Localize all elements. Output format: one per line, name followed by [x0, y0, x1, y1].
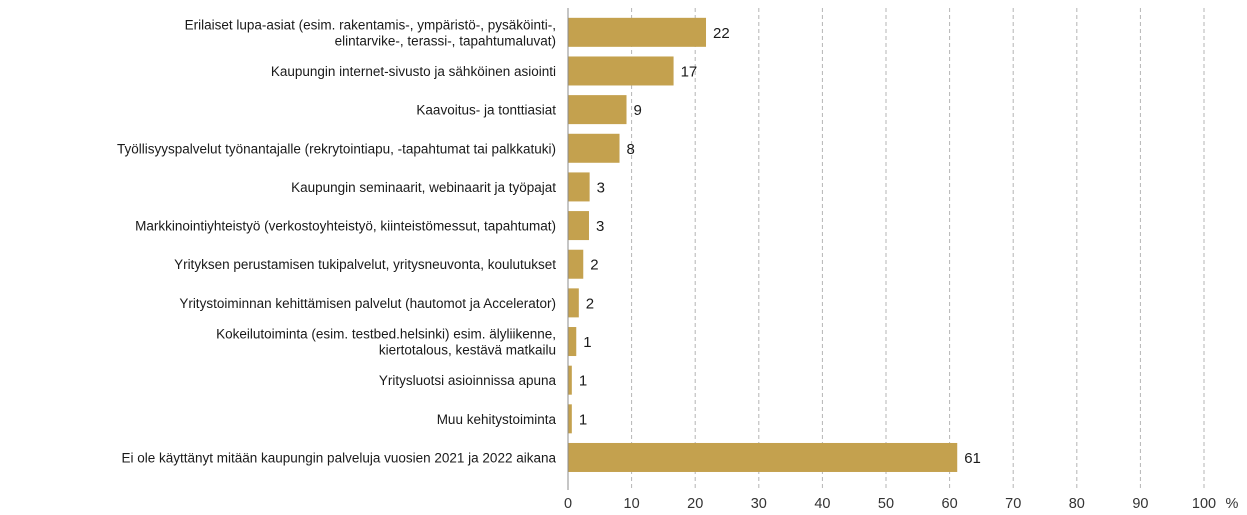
- bar-8: [568, 327, 577, 357]
- x-tick-label-80: 80: [1069, 496, 1085, 512]
- x-unit-label: %: [1226, 496, 1239, 512]
- value-label-5: 3: [596, 218, 604, 235]
- category-label-4: Kaupungin seminaarit, webinaarit ja työp…: [291, 180, 556, 195]
- value-label-0: 22: [713, 25, 730, 42]
- bar-0: [568, 17, 707, 47]
- bar-6: [568, 249, 584, 279]
- gridlines: [631, 8, 1205, 490]
- x-tick-label-20: 20: [687, 496, 703, 512]
- x-tick-label-10: 10: [624, 496, 640, 512]
- bar-10: [568, 404, 572, 434]
- x-tick-label-70: 70: [1005, 496, 1021, 512]
- value-label-11: 61: [964, 450, 981, 467]
- value-label-1: 17: [681, 63, 698, 80]
- bar-7: [568, 288, 579, 318]
- category-label-10: Muu kehitystoiminta: [437, 412, 557, 427]
- value-label-2: 9: [634, 102, 642, 119]
- category-label-5: Markkinointiyhteistyö (verkostoyhteistyö…: [135, 219, 556, 234]
- value-label-10: 1: [579, 411, 587, 428]
- x-axis: 0 10 20 30 40 50 60 70 80 90 100%: [564, 8, 1239, 512]
- x-tick-label-40: 40: [814, 496, 830, 512]
- value-label-8: 1: [583, 334, 591, 351]
- bar-3: [568, 133, 620, 163]
- category-label-11: Ei ole käyttänyt mitään kaupungin palvel…: [121, 450, 556, 465]
- bar-2: [568, 95, 627, 125]
- x-tick-label-100: 100: [1192, 496, 1216, 512]
- bar-5: [568, 211, 589, 241]
- category-label-3: Työllisyyspalvelut työnantajalle (rekryt…: [117, 141, 556, 156]
- bar-1: [568, 56, 674, 86]
- category-label-7: Yritystoiminnan kehittämisen palvelut (h…: [179, 296, 556, 311]
- category-labels: Erilaiset lupa-asiat (esim. rakentamis-,…: [117, 17, 556, 465]
- category-label-6: Yrityksen perustamisen tukipalvelut, yri…: [174, 257, 556, 272]
- value-label-4: 3: [597, 179, 605, 196]
- value-label-3: 8: [627, 141, 635, 158]
- x-tick-label-30: 30: [751, 496, 767, 512]
- bar-4: [568, 172, 590, 202]
- x-tick-label-90: 90: [1132, 496, 1148, 512]
- bar-9: [568, 365, 572, 395]
- bar-11: [568, 442, 958, 472]
- bars: [568, 17, 958, 472]
- value-label-7: 2: [586, 295, 594, 312]
- category-label-0: Erilaiset lupa-asiat (esim. rakentamis-,…: [185, 17, 556, 48]
- x-tick-label-0: 0: [564, 496, 572, 512]
- category-label-8: Kokeilutoiminta (esim. testbed.helsinki)…: [216, 327, 556, 358]
- category-label-9: Yritysluotsi asioinnissa apuna: [379, 373, 557, 388]
- category-label-1: Kaupungin internet-sivusto ja sähköinen …: [271, 64, 556, 79]
- category-label-2: Kaavoitus- ja tonttiasiat: [416, 103, 556, 118]
- value-label-9: 1: [579, 373, 587, 390]
- value-label-6: 2: [590, 257, 598, 274]
- x-tick-label-60: 60: [942, 496, 958, 512]
- x-tick-label-50: 50: [878, 496, 894, 512]
